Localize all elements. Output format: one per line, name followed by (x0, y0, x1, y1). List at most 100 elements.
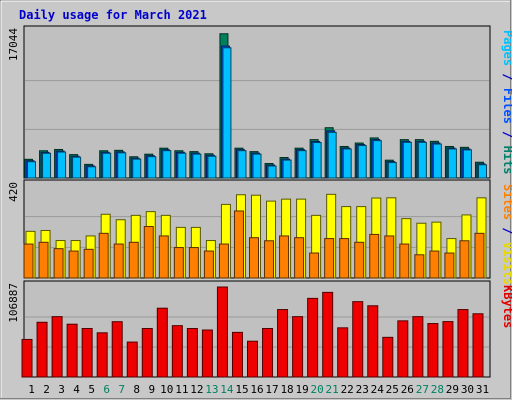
x-label-day-22: 22 (341, 383, 354, 396)
bar-pages-13 (207, 155, 217, 179)
bar-pages-16 (252, 153, 262, 179)
x-label-day-15: 15 (235, 383, 248, 396)
bar-pages-20 (312, 142, 322, 179)
bar-sites-2 (38, 241, 49, 279)
x-label-day-29: 29 (446, 383, 459, 396)
bar-sites-5 (83, 248, 94, 279)
bar-kbytes-26 (397, 320, 409, 378)
series-label-part: Pages (501, 30, 512, 66)
panel-hits-files-pages: 17044 Pages / Files / Hits (7, 25, 512, 179)
bar-pages-31 (477, 164, 487, 179)
bar-pages-23 (357, 145, 367, 179)
bar-kbytes-23 (352, 301, 364, 378)
bar-kbytes-28 (427, 323, 439, 378)
bar-pages-2 (42, 152, 52, 179)
bar-kbytes-21 (322, 291, 334, 378)
bar-sites-12 (188, 247, 199, 279)
panel-max-label: 17044 (7, 28, 20, 61)
bar-kbytes-13 (201, 329, 213, 378)
x-label-day-27: 27 (416, 383, 429, 396)
bar-pages-14 (222, 47, 232, 179)
x-label-day-31: 31 (476, 383, 489, 396)
x-label-day-26: 26 (401, 383, 414, 396)
bar-kbytes-27 (412, 316, 424, 378)
x-label-day-28: 28 (431, 383, 444, 396)
bar-pages-1 (27, 161, 37, 179)
bar-sites-8 (128, 241, 139, 279)
bar-sites-13 (203, 250, 214, 279)
bar-kbytes-8 (126, 341, 138, 378)
bar-sites-25 (384, 235, 395, 279)
x-label-day-24: 24 (371, 383, 385, 396)
bar-pages-27 (417, 141, 427, 179)
bar-pages-6 (102, 152, 112, 179)
bar-pages-21 (327, 131, 337, 179)
bar-kbytes-18 (277, 309, 289, 378)
bar-kbytes-25 (382, 336, 394, 378)
bar-pages-22 (342, 148, 352, 179)
bar-kbytes-2 (36, 321, 48, 378)
bar-sites-15 (233, 210, 244, 279)
bar-pages-11 (177, 152, 187, 179)
bar-pages-26 (402, 141, 412, 179)
x-label-day-17: 17 (265, 383, 278, 396)
bar-kbytes-29 (442, 321, 454, 378)
series-label-part: / (501, 220, 512, 242)
panel-series-label: Sites / Visits (501, 184, 512, 285)
bar-kbytes-14 (216, 286, 228, 378)
bar-pages-18 (282, 159, 292, 179)
panel-series-label: Pages / Files / Hits (501, 30, 512, 175)
bar-sites-24 (369, 233, 380, 279)
bar-kbytes-4 (66, 323, 78, 378)
x-label-day-13: 13 (205, 383, 218, 396)
bar-sites-20 (309, 252, 320, 279)
series-label-part: Files (501, 88, 512, 124)
chart-panels: 17044 Pages / Files / Hits 420 Sites / Visi… (7, 25, 512, 378)
bar-sites-1 (23, 243, 34, 279)
bar-pages-15 (237, 150, 247, 179)
bar-kbytes-19 (292, 316, 304, 378)
bar-kbytes-20 (307, 297, 319, 378)
x-label-day-23: 23 (356, 383, 369, 396)
bar-sites-9 (143, 226, 154, 279)
x-label-day-16: 16 (250, 383, 263, 396)
bar-kbytes-10 (156, 307, 168, 378)
x-label-day-30: 30 (461, 383, 474, 396)
bar-kbytes-24 (367, 305, 379, 378)
bar-pages-30 (462, 149, 472, 179)
bar-pages-19 (297, 150, 307, 179)
bar-sites-27 (414, 254, 425, 279)
bar-sites-31 (474, 232, 485, 279)
bar-pages-12 (192, 153, 202, 179)
series-label-part: Hits (501, 146, 512, 175)
bar-pages-25 (387, 162, 397, 179)
bar-sites-17 (264, 240, 275, 279)
bar-sites-30 (459, 240, 470, 279)
series-label-part: / (501, 124, 512, 146)
panel-series-label: KBytes (501, 285, 512, 328)
bar-pages-10 (162, 150, 172, 179)
bar-sites-21 (324, 238, 335, 279)
bar-kbytes-12 (186, 328, 198, 378)
x-axis-labels: 1 2 3 4 5 6 7 8 9 10 11 12 13 14 15 16 17 18 19 20 21 22 23 24 2… (28, 383, 489, 396)
x-label-day-5: 5 (88, 383, 95, 396)
x-label-day-25: 25 (386, 383, 399, 396)
bar-kbytes-15 (231, 331, 243, 378)
bar-pages-5 (87, 166, 97, 179)
bar-sites-29 (444, 252, 455, 279)
panel-max-label: 420 (7, 182, 20, 202)
bar-sites-6 (98, 232, 109, 279)
x-label-day-3: 3 (58, 383, 65, 396)
bar-pages-9 (147, 156, 157, 179)
bar-kbytes-5 (81, 328, 93, 378)
bar-kbytes-17 (262, 328, 274, 378)
bar-kbytes-16 (247, 340, 258, 378)
bar-pages-7 (117, 152, 127, 179)
chart-title: Daily usage for March 2021 (19, 8, 207, 22)
bar-sites-7 (113, 243, 124, 279)
bar-sites-19 (294, 237, 305, 279)
bar-kbytes-22 (337, 327, 349, 378)
x-label-day-14: 14 (220, 383, 234, 396)
